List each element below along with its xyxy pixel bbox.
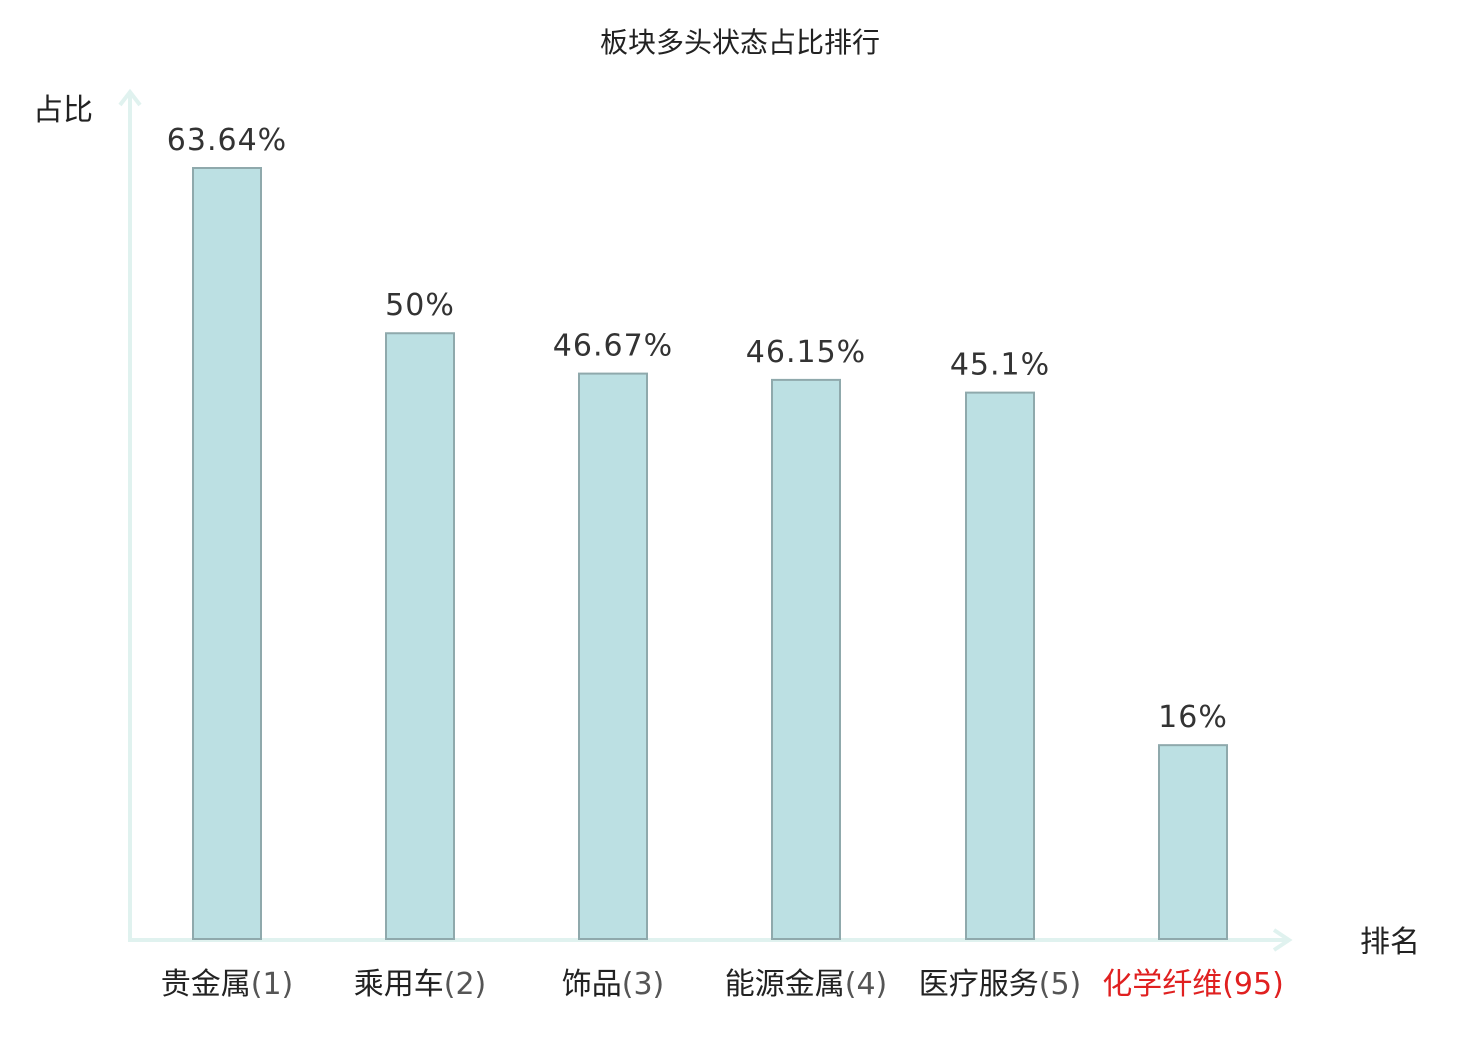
x-tick-label: 医疗服务(5): [919, 967, 1082, 1002]
x-tick-label: 饰品(3): [562, 967, 665, 1002]
bar-value-label: 16%: [1158, 700, 1228, 735]
x-axis-label: 排名: [1360, 925, 1420, 960]
x-tick-name: 饰品: [562, 967, 622, 1002]
y-axis-arrow: [118, 88, 142, 107]
x-tick-name: 贵金属: [161, 967, 251, 1002]
bar: [1158, 744, 1228, 941]
bar: [192, 167, 262, 940]
x-tick-label: 能源金属(4): [725, 967, 888, 1002]
x-axis-arrow: [1272, 928, 1293, 952]
bar-value-label: 45.1%: [950, 348, 1050, 383]
x-tick-label: 化学纤维(95): [1102, 967, 1284, 1002]
bar: [385, 332, 455, 940]
bar-value-label: 46.67%: [553, 329, 673, 364]
x-tick-rank: (3): [622, 967, 665, 1002]
bar: [965, 391, 1035, 941]
x-tick-label: 乘用车(2): [354, 967, 487, 1002]
x-tick-rank: (2): [444, 967, 487, 1002]
bar-value-label: 63.64%: [167, 123, 287, 158]
chart-title: 板块多头状态占比排行: [600, 26, 880, 59]
x-tick-rank: (5): [1039, 967, 1082, 1002]
x-tick-rank: (1): [251, 967, 294, 1002]
bar-value-label: 46.15%: [746, 335, 866, 370]
bar: [578, 372, 648, 940]
x-tick-name: 化学纤维: [1102, 967, 1222, 1002]
x-tick-name: 乘用车: [354, 967, 444, 1002]
x-tick-label: 贵金属(1): [161, 967, 294, 1002]
x-tick-rank: (95): [1222, 967, 1284, 1002]
y-axis-label: 占比: [33, 93, 93, 128]
x-tick-name: 医疗服务: [919, 967, 1039, 1002]
x-tick-rank: (4): [845, 967, 888, 1002]
bar: [771, 378, 841, 940]
bar-value-label: 50%: [385, 288, 455, 323]
x-tick-name: 能源金属: [725, 967, 845, 1002]
bars-layer: 63.64% 贵金属(1) 50% 乘用车(2) 46.67% 饰品(3) 46.15% 能源…: [161, 123, 1284, 1002]
